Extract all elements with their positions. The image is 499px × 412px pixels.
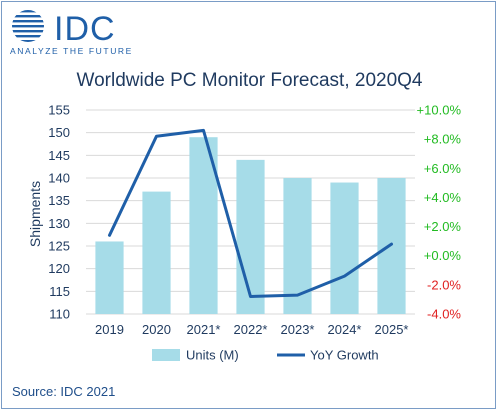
left-tick-label: 115 [49,284,70,299]
right-tick-label: +2.0% [424,219,462,234]
idc-logo: IDC ANALYZE THE FUTURE [8,8,138,56]
right-tick-label: +0.0% [424,248,462,263]
bar-2025* [377,178,406,314]
line-series-yoy [108,128,393,298]
left-tick-label: 145 [48,148,70,163]
x-tick-label: 2019 [95,322,124,337]
legend-swatch-units [152,349,180,361]
legend: Units (M) YoY Growth [152,348,379,363]
y-axis-label: Shipments [27,181,43,247]
right-tick-label: -2.0% [427,277,461,292]
left-tick-label: 110 [49,307,70,322]
bar-2020 [142,191,171,314]
right-axis-ticks: -4.0% -2.0% +0.0% +2.0% +4.0% +6.0% +8.0% +10.0… [417,103,462,322]
right-tick-label: +6.0% [424,161,462,176]
source-note: Source: IDC 2021 [12,384,116,399]
left-tick-label: 120 [48,261,70,276]
chart-title: Worldwide PC Monitor Forecast, 2020Q4 [76,70,423,91]
bar-2022* [236,159,265,314]
bar-2019 [95,241,124,314]
x-tick-label: 2023* [281,322,315,337]
x-tick-label: 2024* [328,322,362,337]
right-tick-label: +4.0% [424,190,462,205]
x-tick-label: 2022* [234,322,268,337]
legend-label-units: Units (M) [186,348,239,363]
left-tick-label: 150 [48,125,70,140]
x-tick-label: 2021* [187,322,221,337]
right-tick-label: +10.0% [417,103,462,118]
brand-tagline: ANALYZE THE FUTURE [10,46,133,56]
left-tick-label: 140 [48,171,70,186]
brand-name: IDC [54,10,116,48]
left-tick-label: 155 [48,103,70,118]
x-tick-label: 2025* [375,322,409,337]
left-axis-ticks: 110 115 120 125 130 135 140 145 150 155 [48,103,70,322]
legend-label-yoy: YoY Growth [310,348,379,363]
bar-series-units [95,137,406,314]
x-tick-label: 2020 [142,322,171,337]
left-tick-label: 125 [48,239,70,254]
bar-2024* [330,182,359,314]
right-tick-label: -4.0% [427,307,461,322]
left-tick-label: 135 [48,193,70,208]
left-tick-label: 130 [48,216,70,231]
x-axis-ticks: 2019 2020 2021* 2022* 2023* 2024* 2025* [95,322,408,337]
globe-icon [12,10,44,42]
right-tick-label: +8.0% [424,132,462,147]
